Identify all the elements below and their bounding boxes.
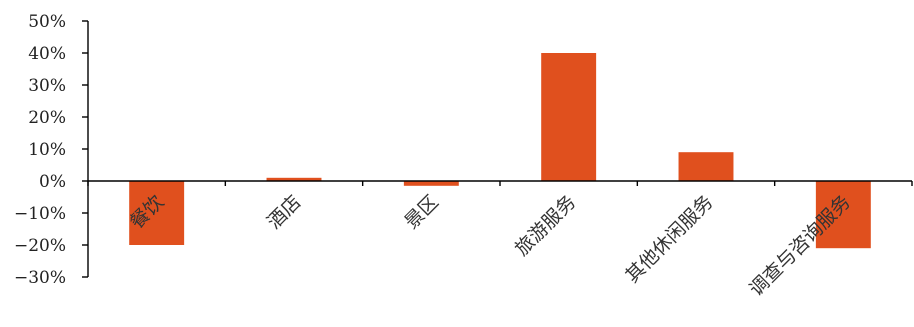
y-tick-label: 20% bbox=[28, 108, 66, 128]
y-tick-label: −10% bbox=[14, 204, 66, 224]
y-tick-label: 40% bbox=[28, 44, 66, 64]
y-tick-label: 0% bbox=[39, 172, 66, 192]
y-tick-label: −20% bbox=[14, 236, 66, 256]
bar bbox=[815, 181, 871, 249]
bar bbox=[541, 53, 597, 181]
y-tick-label: 10% bbox=[28, 140, 66, 160]
bar bbox=[129, 181, 185, 245]
x-category-label: 旅游服务 bbox=[511, 191, 580, 260]
bar bbox=[403, 181, 459, 186]
x-category-label: 酒店 bbox=[263, 191, 305, 233]
category-labels: 餐饮 酒店 景区 旅游服务 其他休闲服务 调查与咨询服务 bbox=[126, 191, 855, 301]
y-tick-label: 30% bbox=[28, 76, 66, 96]
y-tick-label: 50% bbox=[28, 12, 66, 32]
bars bbox=[129, 53, 871, 249]
x-axis bbox=[87, 180, 913, 186]
bar bbox=[678, 152, 734, 181]
y-axis: −30% −20% −10% 0% 10% 20% 30% 40% 50% bbox=[14, 12, 89, 288]
y-tick-label: −30% bbox=[14, 268, 66, 288]
x-category-label: 其他休闲服务 bbox=[621, 191, 717, 287]
x-category-label: 景区 bbox=[400, 191, 442, 233]
bar bbox=[266, 177, 322, 181]
